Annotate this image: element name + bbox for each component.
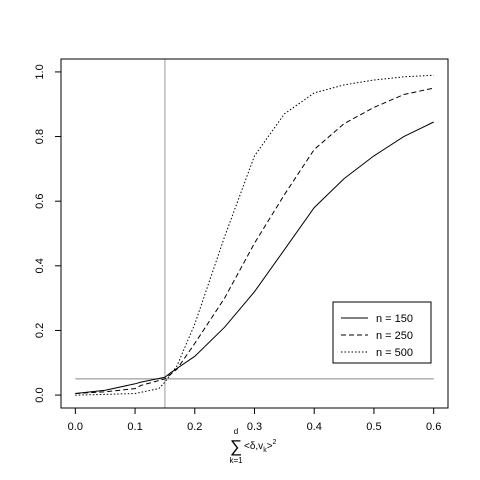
x-tick-label: 0.1	[127, 421, 142, 433]
x-tick-label: 0.5	[366, 421, 381, 433]
y-tick-label: 1.0	[34, 64, 46, 79]
x-label-lower-limit: k=1	[229, 456, 243, 465]
x-label-term-power: 2	[273, 439, 277, 446]
x-label-term-prefix: <δ,v	[244, 441, 263, 452]
reference-lines	[75, 59, 434, 408]
series-line-1	[75, 121, 434, 394]
y-tick-label: 0.0	[34, 387, 46, 402]
x-axis-label: d ∑ k=1 <δ,vk>2	[229, 427, 276, 465]
x-label-term-suffix: >	[267, 441, 273, 452]
x-axis: 0.0 0.1 0.2 0.3 0.4 0.5 0.6	[68, 407, 441, 433]
x-tick-label: 0.4	[307, 421, 322, 433]
legend-label-3: n = 500	[376, 347, 413, 359]
series-line-3	[75, 74, 434, 396]
x-label-term-subscript: k	[263, 447, 267, 454]
series-layer	[75, 74, 434, 396]
y-tick-label: 0.8	[34, 129, 46, 144]
x-tick-label: 0.6	[426, 421, 441, 433]
legend-label-1: n = 150	[376, 313, 413, 325]
series-line-2	[75, 87, 434, 394]
legend: n = 150 n = 250 n = 500	[332, 301, 432, 364]
y-tick-label: 0.6	[34, 194, 46, 209]
y-tick-label: 0.2	[34, 323, 46, 338]
x-label-sum-symbol: ∑	[230, 437, 242, 456]
x-label-upper-limit: d	[234, 427, 238, 436]
x-tick-label: 0.0	[68, 421, 83, 433]
x-label-term: <δ,vk>2	[244, 439, 277, 454]
legend-box	[332, 301, 432, 364]
x-tick-label: 0.2	[187, 421, 202, 433]
y-axis: 0.0 0.2 0.4 0.6 0.8 1.0	[34, 64, 62, 403]
legend-label-2: n = 250	[376, 330, 413, 342]
x-tick-label: 0.3	[247, 421, 262, 433]
y-tick-label: 0.4	[34, 258, 46, 273]
